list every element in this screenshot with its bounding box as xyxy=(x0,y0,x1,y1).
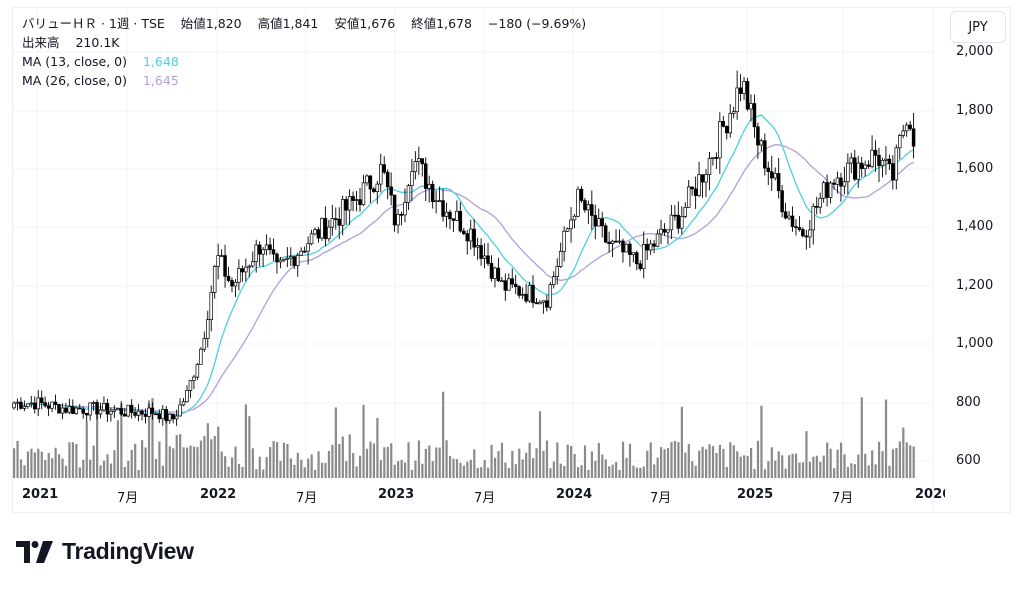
x-tick-year: 2023 xyxy=(378,487,415,502)
chart-frame xyxy=(12,7,1011,513)
y-tick: 1,200 xyxy=(956,278,994,293)
low-value: 1,676 xyxy=(359,16,396,31)
y-tick: 1,000 xyxy=(956,336,994,351)
currency-button[interactable]: JPY xyxy=(950,11,1006,43)
low-label: 安値 xyxy=(334,16,360,31)
change-value: −180 (−9.69%) xyxy=(487,16,587,31)
y-tick: 800 xyxy=(956,395,981,410)
y-tick: 2,000 xyxy=(956,44,994,59)
ma26-row[interactable]: MA (26, close, 0) 1,645 xyxy=(22,71,586,90)
price-chart[interactable] xyxy=(0,0,1024,520)
y-tick: 1,800 xyxy=(956,103,994,118)
open-value: 1,820 xyxy=(205,16,242,31)
volume-label: 出来高 xyxy=(22,35,60,50)
ma13-label: MA (13, close, 0) xyxy=(22,54,128,69)
x-tick-year: 2026 xyxy=(915,487,945,502)
symbol-name[interactable]: バリューＨＲ xyxy=(22,16,98,31)
interval-label[interactable]: 1週 xyxy=(108,16,130,31)
ma13-row[interactable]: MA (13, close, 0) 1,648 xyxy=(22,52,586,71)
tradingview-logo[interactable]: TradingView xyxy=(16,538,194,565)
high-label: 高値 xyxy=(257,16,283,31)
y-tick: 1,600 xyxy=(956,161,994,176)
ma26-value: 1,645 xyxy=(142,73,179,88)
x-tick-year: 2021 xyxy=(22,487,59,502)
open-label: 始値 xyxy=(180,16,206,31)
volume-value: 210.1K xyxy=(75,35,120,50)
ohlc-row: バリューＨＲ · 1週 · TSE 始値1,820 高値1,841 安値1,67… xyxy=(22,16,587,31)
x-tick-month: 7月 xyxy=(474,491,496,506)
x-tick-year: 2022 xyxy=(200,487,237,502)
x-tick-month: 7月 xyxy=(650,491,672,506)
high-value: 1,841 xyxy=(282,16,319,31)
x-tick-month: 7月 xyxy=(296,491,318,506)
x-tick-year: 2024 xyxy=(556,487,593,502)
ma26-label: MA (26, close, 0) xyxy=(22,73,128,88)
chart-legend: バリューＨＲ · 1週 · TSE 始値1,820 高値1,841 安値1,67… xyxy=(22,14,586,90)
y-tick: 1,400 xyxy=(956,219,994,234)
x-tick-month: 7月 xyxy=(832,491,854,506)
volume-row: 出来高 210.1K xyxy=(22,33,586,52)
close-value: 1,678 xyxy=(436,16,472,31)
close-label: 終値 xyxy=(411,16,437,31)
tradingview-logo-icon xyxy=(16,540,53,563)
exchange-label: TSE xyxy=(141,16,165,31)
tradingview-logo-text: TradingView xyxy=(62,538,194,564)
y-tick: 600 xyxy=(956,453,981,468)
x-tick-month: 7月 xyxy=(117,491,139,506)
x-tick-year: 2025 xyxy=(737,487,774,502)
ma13-value: 1,648 xyxy=(142,54,179,69)
